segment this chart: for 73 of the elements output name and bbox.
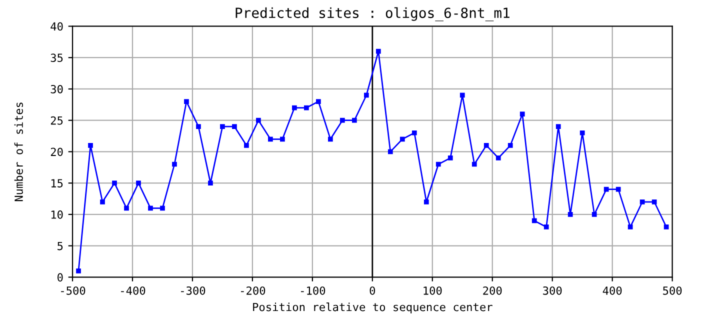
point — [316, 99, 321, 104]
point — [256, 118, 261, 123]
y-tick-label: 40 — [50, 22, 63, 31]
point — [304, 105, 309, 110]
point — [400, 136, 405, 142]
y-tick-label: 0 — [58, 273, 63, 282]
point — [652, 199, 657, 204]
x-tick-label: -100 — [300, 286, 326, 295]
point — [592, 212, 597, 217]
x-tick-label: 300 — [543, 286, 562, 295]
point — [436, 162, 441, 167]
y-tick-label: 25 — [50, 116, 63, 125]
point — [328, 136, 333, 142]
point — [376, 48, 381, 54]
point — [124, 206, 129, 211]
y-axis-title: Number of sites — [14, 102, 23, 202]
point — [208, 180, 213, 186]
point — [448, 156, 453, 160]
chart-title: Predicted sites : oligos_6-8nt_m1 — [236, 7, 510, 22]
point — [76, 268, 81, 274]
point — [88, 142, 93, 148]
x-tick-label: -400 — [121, 286, 146, 295]
point — [472, 162, 477, 167]
point — [364, 92, 369, 98]
point — [160, 206, 165, 211]
point — [664, 224, 669, 230]
point — [196, 124, 201, 130]
point — [496, 156, 501, 160]
point — [568, 212, 573, 217]
point — [580, 130, 585, 136]
point — [340, 118, 345, 123]
point — [508, 142, 513, 148]
x-axis-title: Position relative to sequence center — [253, 302, 492, 314]
point — [280, 136, 285, 142]
point — [520, 112, 525, 116]
y-tick-label: 35 — [50, 54, 63, 62]
y-tick-label: 10 — [51, 210, 63, 219]
point — [268, 136, 273, 142]
x-tick-label: -300 — [181, 286, 206, 295]
y-tick-label: 30 — [50, 84, 63, 94]
y-tick-label: 5 — [58, 242, 63, 250]
point — [136, 180, 141, 186]
point — [184, 99, 189, 104]
x-tick-label: 400 — [602, 286, 622, 295]
point — [220, 124, 225, 130]
point — [640, 199, 645, 204]
y-tick-label: 20 — [50, 148, 63, 156]
point — [484, 142, 489, 148]
point — [388, 149, 393, 154]
point — [604, 186, 609, 192]
x-tick-label: 500 — [663, 286, 682, 295]
y-tick-label: 15 — [51, 179, 63, 188]
point — [628, 224, 633, 230]
point — [148, 206, 153, 211]
point — [532, 218, 537, 224]
x-tick-label: 200 — [483, 286, 502, 295]
point — [352, 118, 357, 123]
x-tick-label: -200 — [241, 286, 266, 295]
point — [232, 124, 237, 130]
point — [460, 92, 465, 98]
x-tick-label: 100 — [424, 286, 442, 295]
point — [172, 162, 177, 167]
point — [292, 105, 297, 110]
point — [544, 224, 549, 230]
x-tick-label: 0 — [370, 286, 376, 295]
point — [556, 124, 561, 130]
x-tick-label: -500 — [61, 286, 86, 295]
point — [112, 180, 117, 186]
point — [424, 199, 429, 204]
point — [616, 186, 621, 192]
point — [244, 142, 249, 148]
point — [100, 199, 105, 204]
point — [412, 130, 417, 136]
